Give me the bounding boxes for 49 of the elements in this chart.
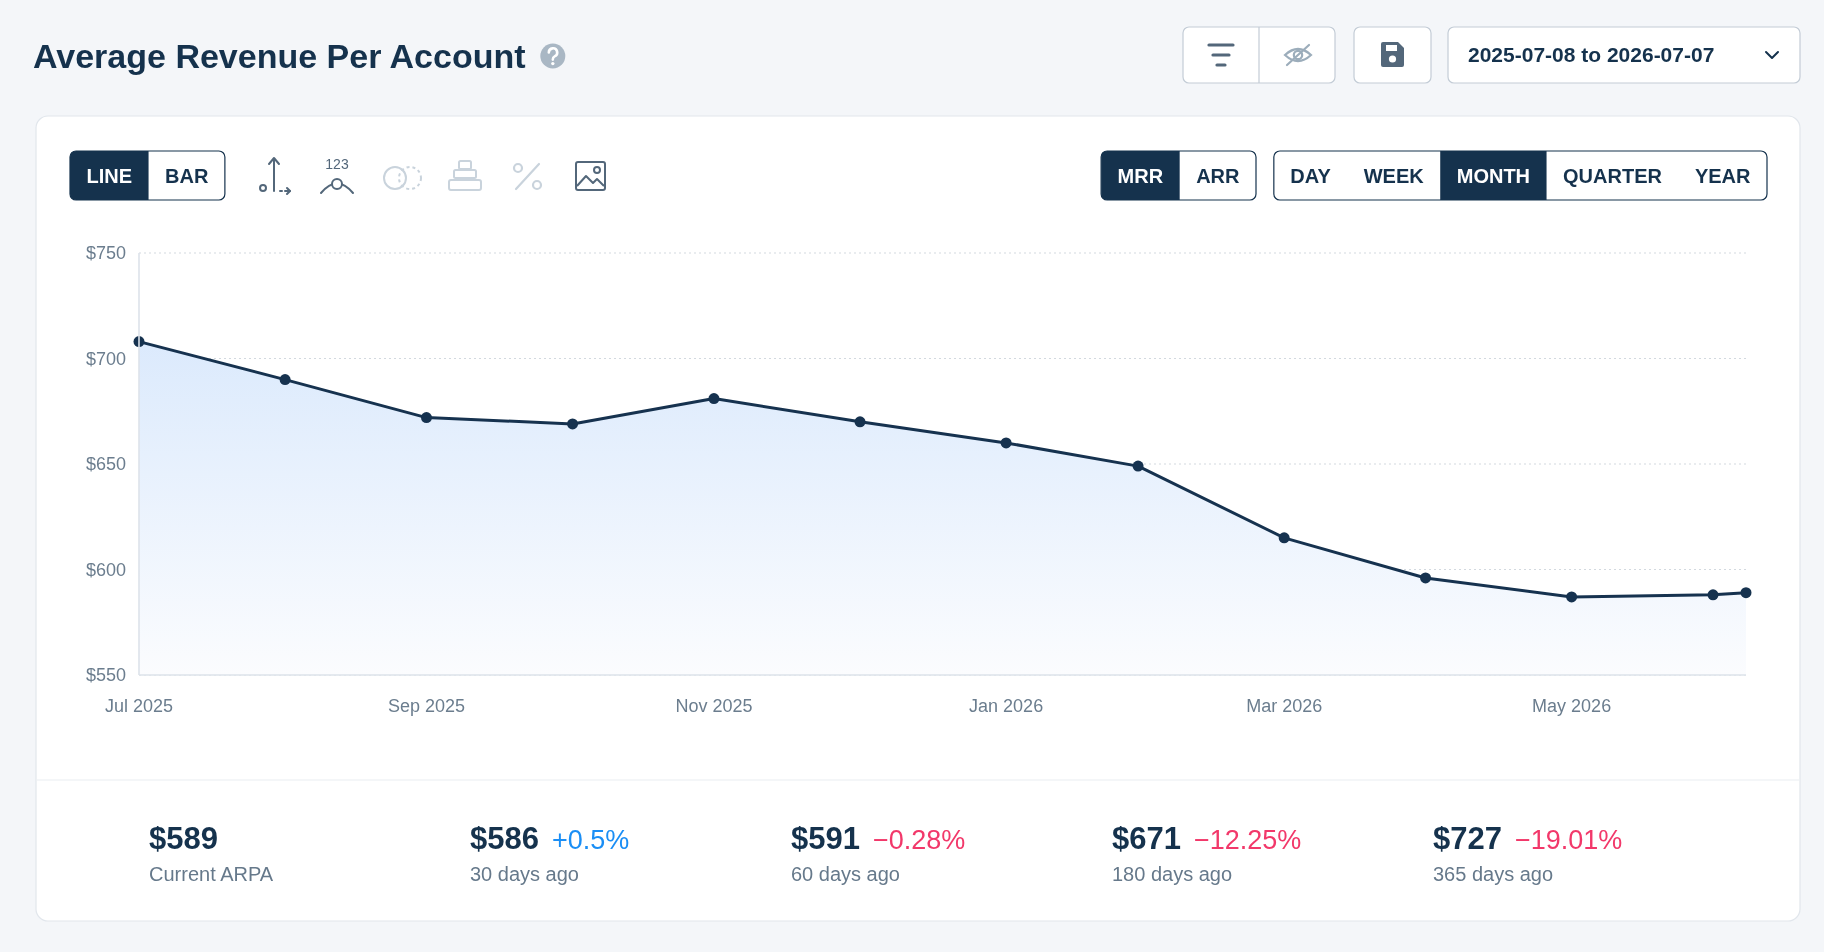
text: +0.5%: [551, 825, 630, 855]
point: [1566, 591, 1578, 603]
text: LINE: [86, 164, 133, 187]
text: $586: [470, 821, 539, 856]
point: [1420, 572, 1432, 584]
y-tick-label: $700: [85, 348, 126, 369]
x-tick-label: Jan 2026: [969, 696, 1044, 716]
text: 30 days ago: [470, 863, 579, 885]
text: $589: [149, 821, 218, 856]
text: ARR: [1196, 164, 1241, 187]
text: $727: [1433, 821, 1502, 856]
chart-title: Average Revenue Per Account: [33, 37, 526, 75]
point: [1707, 589, 1719, 601]
text: $591: [791, 821, 860, 856]
point: [1132, 460, 1144, 472]
text: Current ARPA: [149, 863, 274, 885]
text: MONTH: [1456, 164, 1531, 187]
text: 365 days ago: [1433, 863, 1554, 885]
text: QUARTER: [1563, 164, 1663, 187]
x-tick-label: Mar 2026: [1246, 696, 1323, 716]
point: [1278, 532, 1290, 544]
y-tick-label: $750: [85, 243, 126, 263]
x-tick-label: Nov 2025: [675, 696, 753, 716]
x-tick-label: Jul 2025: [104, 696, 174, 716]
text: −0.28%: [872, 825, 966, 855]
x-tick-label: May 2026: [1532, 696, 1612, 716]
point: [1740, 587, 1752, 599]
text: −12.25%: [1193, 825, 1302, 855]
point: [567, 418, 579, 430]
text: −19.01%: [1514, 825, 1623, 855]
y-tick-label: $600: [85, 559, 126, 580]
text: WEEK: [1363, 164, 1425, 187]
text: MRR: [1117, 164, 1164, 187]
text: $671: [1112, 821, 1181, 856]
text: 180 days ago: [1112, 863, 1233, 885]
text: DAY: [1290, 164, 1332, 187]
text: 2025-07-08 to 2026-07-07: [1468, 43, 1715, 66]
text: BAR: [165, 164, 209, 187]
point: [854, 416, 866, 428]
text: YEAR: [1694, 164, 1752, 187]
point: [279, 374, 291, 386]
y-tick-label: $650: [85, 454, 126, 474]
point: [420, 412, 432, 424]
point: [1000, 437, 1012, 449]
y-tick-label: $550: [85, 665, 126, 685]
x-tick-label: Sep 2025: [387, 696, 466, 716]
text: 123: [325, 156, 349, 172]
text: 60 days ago: [791, 863, 900, 885]
point: [708, 393, 720, 405]
